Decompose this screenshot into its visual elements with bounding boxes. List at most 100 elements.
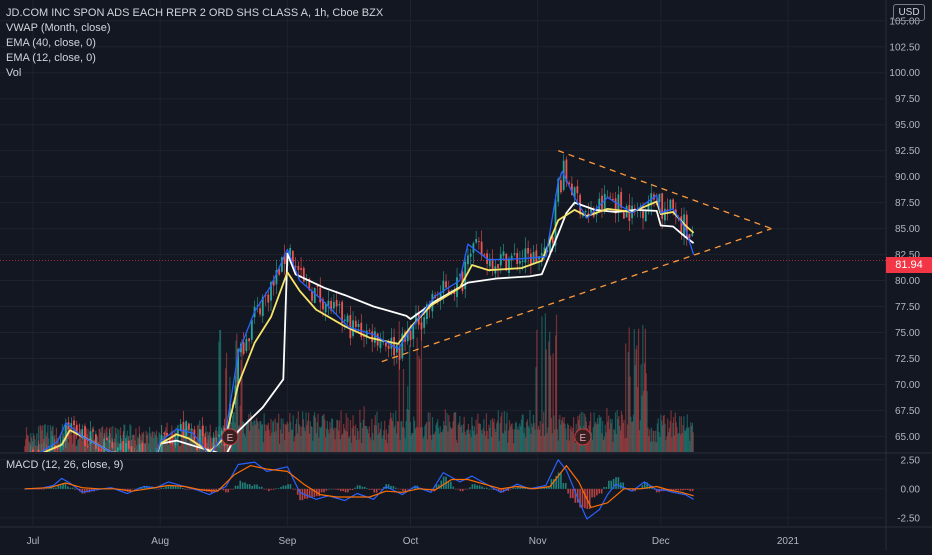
- candle-body: [617, 194, 620, 213]
- macd-legend[interactable]: MACD (12, 26, close, 9): [6, 459, 124, 471]
- vwap-legend[interactable]: VWAP (Month, close): [6, 22, 111, 34]
- macd-histogram-bar: [339, 488, 342, 492]
- macd-histogram-bar: [38, 488, 40, 490]
- volume-bar: [446, 413, 448, 452]
- volume-bar: [255, 424, 257, 452]
- volume-bar: [106, 432, 108, 452]
- y-tick-label: 105.00: [889, 16, 920, 27]
- volume-bar: [113, 442, 115, 452]
- volume-bar: [38, 443, 40, 452]
- volume-bar: [550, 417, 552, 452]
- volume-bar: [320, 426, 323, 452]
- volume-bar: [238, 425, 240, 452]
- candle-body: [346, 315, 349, 323]
- volume-bar: [58, 443, 60, 452]
- volume-bar: [669, 421, 671, 452]
- volume-bar: [462, 424, 464, 452]
- volume-bar: [557, 440, 559, 452]
- volume-bar: [449, 426, 452, 452]
- volume-bar: [155, 430, 158, 452]
- volume-bar: [562, 422, 564, 452]
- volume-bar: [533, 423, 535, 452]
- volume-bar: [538, 429, 541, 452]
- volume-bar: [601, 433, 603, 452]
- volume-bar: [383, 430, 385, 452]
- volume-bar: [521, 414, 523, 452]
- candle-body: [568, 182, 571, 185]
- volume-bar: [655, 442, 658, 452]
- candle-body: [521, 260, 524, 262]
- volume-bar: [331, 418, 334, 452]
- volume-bar: [443, 425, 446, 452]
- volume-bar: [542, 423, 544, 452]
- volume-bar: [358, 439, 360, 452]
- volume-bar: [137, 437, 139, 452]
- volume-bar: [608, 429, 611, 452]
- volume-bar: [509, 426, 511, 452]
- volume-bar: [60, 433, 62, 452]
- candle-body: [179, 423, 182, 431]
- candle-body: [316, 285, 319, 288]
- volume-bar: [218, 341, 220, 452]
- macd-histogram-bar: [447, 481, 450, 489]
- volume-bar: [349, 436, 351, 452]
- candle-body: [603, 194, 606, 210]
- volume-bar: [591, 439, 594, 452]
- ema12-legend[interactable]: EMA (12, close, 0): [6, 52, 96, 64]
- volume-bar: [560, 424, 562, 452]
- macd-histogram-bar: [593, 488, 596, 498]
- candle-body: [250, 320, 253, 340]
- volume-bar: [245, 425, 247, 452]
- macd-histogram-bar: [313, 488, 316, 497]
- volume-bar: [595, 421, 597, 452]
- x-tick-label: Sep: [279, 536, 297, 547]
- macd-histogram-bar: [177, 487, 179, 489]
- triangle-trendlines[interactable]: [381, 150, 772, 363]
- candle-body: [291, 250, 294, 267]
- macd-histogram-bar: [464, 488, 467, 490]
- macd-histogram-bar: [258, 486, 261, 489]
- volume-bar: [608, 415, 610, 452]
- symbol-title[interactable]: JD.COM INC SPON ADS EACH REPR 2 ORD SHS …: [6, 7, 384, 19]
- volume-bar: [565, 428, 567, 452]
- earnings-marker: [221, 428, 239, 446]
- macd-histogram-bar: [153, 487, 155, 489]
- volume-bar: [99, 428, 101, 452]
- candle-body: [327, 300, 330, 306]
- volume-bar: [540, 436, 542, 452]
- volume-bar: [441, 431, 443, 452]
- volume-bar: [496, 420, 499, 452]
- volume-bar: [651, 441, 653, 452]
- volume-bar: [406, 409, 408, 452]
- macd-histogram-bar: [457, 488, 459, 490]
- volume-bar: [625, 343, 627, 452]
- macd-histogram-bar: [62, 483, 64, 489]
- volume-bar: [399, 439, 401, 452]
- volume-bar: [504, 430, 506, 452]
- volume-bar: [250, 415, 252, 452]
- volume-bar: [613, 429, 615, 452]
- volume-bar: [175, 427, 177, 452]
- volume-bar: [27, 435, 29, 452]
- currency-button[interactable]: USD: [893, 4, 925, 21]
- volume-bar: [207, 431, 209, 452]
- volume-bar: [290, 422, 292, 452]
- volume-bar: [665, 440, 667, 452]
- volume-bar: [429, 412, 431, 452]
- volume-bar: [316, 422, 318, 452]
- vol-legend[interactable]: Vol: [6, 67, 22, 79]
- volume-bar: [688, 426, 690, 452]
- volume-bar: [149, 426, 151, 452]
- volume-bar: [149, 433, 152, 452]
- ema40-legend[interactable]: EMA (40, close, 0): [6, 37, 96, 49]
- volume-bar: [628, 327, 630, 452]
- volume-bar: [616, 410, 618, 452]
- macd-histogram-bar: [507, 488, 510, 491]
- macd-histogram-bar: [351, 488, 354, 490]
- volume-bar: [677, 433, 679, 452]
- candle-body: [97, 447, 100, 452]
- volume-bar: [618, 416, 620, 452]
